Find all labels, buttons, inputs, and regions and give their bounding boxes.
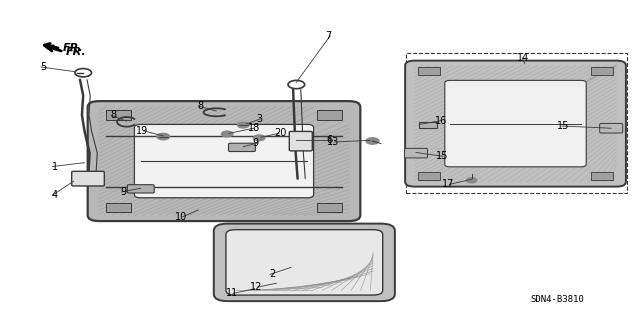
Circle shape: [237, 122, 249, 128]
Bar: [418, 67, 440, 75]
Text: 9: 9: [120, 187, 127, 197]
FancyBboxPatch shape: [600, 123, 623, 133]
Text: 15: 15: [557, 121, 569, 131]
FancyBboxPatch shape: [445, 80, 586, 167]
FancyBboxPatch shape: [127, 185, 154, 193]
Bar: [591, 172, 613, 180]
Text: 3: 3: [256, 114, 262, 124]
FancyBboxPatch shape: [226, 230, 383, 295]
Text: 11: 11: [226, 288, 238, 299]
Circle shape: [366, 138, 379, 144]
FancyBboxPatch shape: [214, 224, 395, 301]
Circle shape: [157, 133, 170, 140]
Text: FR.: FR.: [66, 47, 86, 57]
Text: 1: 1: [51, 161, 58, 172]
Bar: [317, 110, 342, 120]
Text: SDN4-B3810: SDN4-B3810: [530, 295, 584, 304]
FancyBboxPatch shape: [405, 61, 626, 187]
FancyBboxPatch shape: [289, 131, 312, 151]
Circle shape: [221, 131, 233, 137]
Text: 19: 19: [136, 126, 148, 136]
Bar: [106, 110, 131, 120]
Bar: [106, 203, 131, 212]
Text: 2: 2: [269, 269, 275, 279]
Text: 15: 15: [436, 151, 448, 161]
Bar: [406, 53, 627, 193]
Text: FR.: FR.: [63, 43, 83, 53]
Circle shape: [467, 178, 477, 183]
FancyBboxPatch shape: [88, 101, 360, 221]
Bar: [419, 122, 437, 128]
Text: 12: 12: [250, 282, 262, 292]
Text: 8: 8: [197, 101, 204, 111]
Text: 13: 13: [327, 137, 339, 147]
Text: 5: 5: [40, 62, 46, 72]
Text: 9: 9: [253, 138, 259, 148]
Bar: [317, 203, 342, 212]
Text: 20: 20: [274, 128, 286, 138]
Bar: [418, 172, 440, 180]
FancyBboxPatch shape: [134, 124, 314, 198]
Text: 16: 16: [435, 115, 447, 126]
Text: 8: 8: [110, 110, 116, 121]
Text: 6: 6: [326, 135, 333, 145]
Text: 14: 14: [517, 53, 529, 63]
Text: 17: 17: [442, 179, 454, 189]
Circle shape: [253, 135, 265, 141]
FancyBboxPatch shape: [228, 143, 255, 152]
Text: 7: 7: [325, 31, 332, 41]
FancyBboxPatch shape: [404, 148, 428, 158]
Bar: [591, 67, 613, 75]
Text: 18: 18: [248, 123, 260, 133]
Text: 4: 4: [51, 190, 58, 200]
Text: 10: 10: [175, 212, 188, 222]
FancyBboxPatch shape: [72, 171, 104, 186]
